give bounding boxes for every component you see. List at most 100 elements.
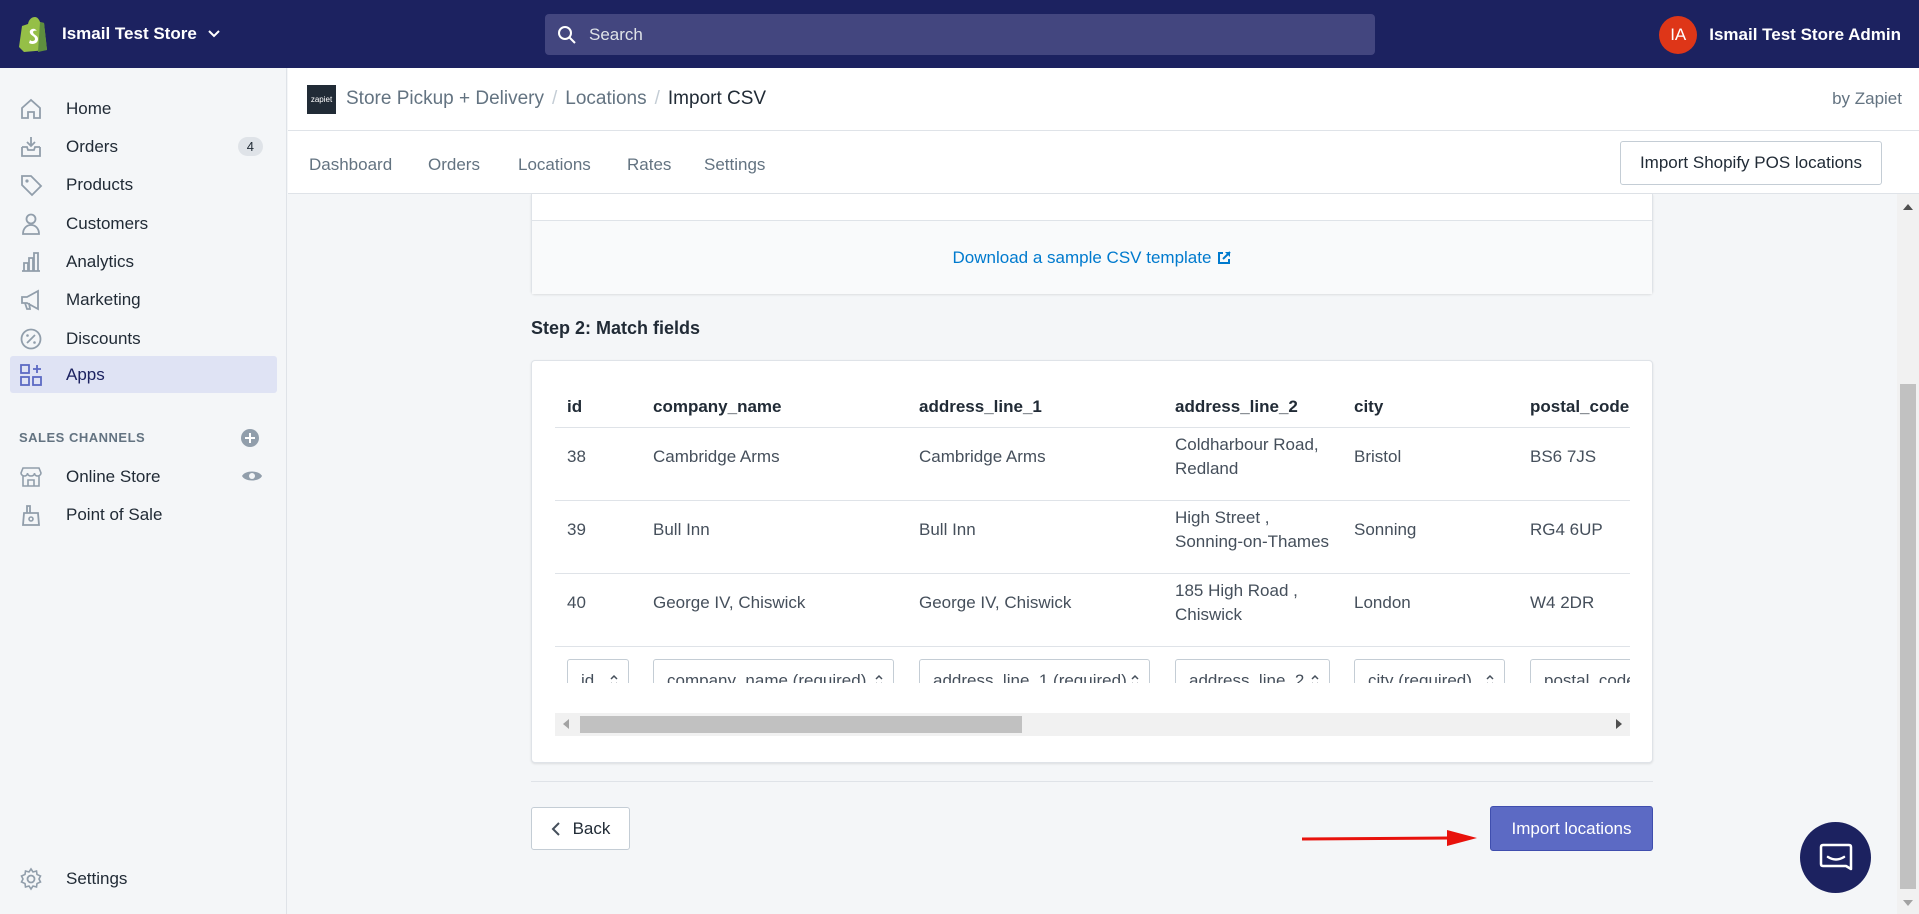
tab-dashboard[interactable]: Dashboard <box>309 155 393 174</box>
import-pos-locations-button[interactable]: Import Shopify POS locations <box>1619 141 1882 185</box>
sidebar-item-label: Analytics <box>66 251 135 271</box>
store-name: Ismail Test Store <box>62 24 197 43</box>
field-select-postal-code[interactable]: postal_code <box>1530 659 1630 683</box>
sidebar-item-label: Orders <box>66 136 118 156</box>
sidebar-item-home[interactable]: Home <box>10 90 277 127</box>
select-arrows-icon <box>1131 674 1139 683</box>
sidebar-item-orders[interactable]: Orders 4 <box>10 128 277 165</box>
column-header: city <box>1354 397 1384 416</box>
avatar: IA <box>1659 16 1698 54</box>
horizontal-scroll-thumb[interactable] <box>580 716 1022 733</box>
chevron-down-icon <box>208 30 220 38</box>
match-fields-card: id company_name address_line_1 address_l… <box>531 360 1653 763</box>
scroll-up-arrow[interactable] <box>1903 204 1913 210</box>
sidebar-item-point-of-sale[interactable]: Point of Sale <box>10 496 277 533</box>
store-icon <box>20 466 42 487</box>
tab-rates[interactable]: Rates <box>627 155 672 174</box>
tab-orders[interactable]: Orders <box>428 155 480 174</box>
field-select-company-name[interactable]: company_name (required) <box>653 659 894 683</box>
breadcrumb-separator: / <box>552 88 558 109</box>
table-cell: Sonning <box>1354 520 1417 539</box>
user-menu[interactable]: IA Ismail Test Store Admin <box>1659 16 1901 54</box>
chat-launcher-button[interactable] <box>1800 822 1871 893</box>
tab-locations[interactable]: Locations <box>518 155 591 174</box>
annotation-arrow-icon <box>1302 830 1477 846</box>
upload-card-footer: Download a sample CSV template <box>532 220 1652 294</box>
pos-icon <box>22 504 40 526</box>
search-placeholder: Search <box>589 24 643 44</box>
table-cell: George IV, Chiswick <box>919 593 1072 612</box>
row-divider <box>555 427 1630 428</box>
breadcrumb-separator: / <box>654 88 660 109</box>
table-cell: High Street , Sonning-on-Thames <box>1175 508 1330 551</box>
table-cell: George IV, Chiswick <box>653 593 806 612</box>
vertical-scroll-thumb[interactable] <box>1900 384 1916 889</box>
sidebar-item-label: Products <box>66 174 134 194</box>
select-value: address_line_2 <box>1189 670 1305 684</box>
field-select-address-line-1[interactable]: address_line_1 (required) <box>919 659 1150 683</box>
page-title: Import CSV <box>667 88 767 109</box>
sidebar-item-customers[interactable]: Customers <box>10 205 277 242</box>
sidebar-item-online-store[interactable]: Online Store <box>10 458 277 495</box>
bar-chart-icon <box>22 251 40 272</box>
sidebar-item-settings[interactable]: Settings <box>10 860 277 897</box>
sidebar-item-apps[interactable]: Apps <box>10 356 277 393</box>
sidebar-item-label: Marketing <box>66 289 141 309</box>
sidebar-item-discounts[interactable]: Discounts <box>10 320 277 357</box>
sidebar-item-label: Discounts <box>66 328 141 348</box>
chat-icon <box>1819 843 1852 870</box>
external-link-icon[interactable] <box>1217 250 1232 265</box>
tab-settings[interactable]: Settings <box>704 155 766 174</box>
search-input[interactable]: Search <box>545 14 1375 55</box>
fields-table: id company_name address_line_1 address_l… <box>555 383 1630 683</box>
table-cell: W4 2DR <box>1530 593 1595 612</box>
field-select-id[interactable]: id <box>567 659 629 683</box>
orders-icon <box>21 136 41 157</box>
app-header: zapiet Store Pickup + Delivery / Locatio… <box>288 68 1919 131</box>
sales-channels-title: SALES CHANNELS <box>19 430 146 445</box>
add-channel-icon[interactable] <box>240 428 260 448</box>
sidebar-item-label: Customers <box>66 213 149 233</box>
orders-count-badge: 4 <box>237 137 263 156</box>
table-cell: 39 <box>567 520 586 539</box>
scroll-left-arrow[interactable] <box>563 719 569 729</box>
sidebar-item-label: Online Store <box>66 466 161 486</box>
table-cell: 40 <box>567 593 586 612</box>
table-cell: RG4 6UP <box>1530 520 1603 539</box>
select-arrows-icon <box>1311 674 1319 683</box>
table-cell: London <box>1354 593 1411 612</box>
scroll-down-arrow[interactable] <box>1903 900 1913 906</box>
eye-icon[interactable] <box>241 468 263 484</box>
sidebar-item-label: Settings <box>66 868 128 888</box>
select-value: id <box>581 670 595 684</box>
horizontal-scrollbar[interactable] <box>555 713 1630 736</box>
download-sample-csv-link[interactable]: Download a sample CSV template <box>952 247 1212 267</box>
field-select-address-line-2[interactable]: address_line_2 <box>1175 659 1330 683</box>
table-cell: Bull Inn <box>653 520 710 539</box>
back-button[interactable]: Back <box>531 807 630 850</box>
megaphone-icon <box>21 288 39 311</box>
column-header: address_line_2 <box>1175 397 1298 416</box>
zapiet-logo: zapiet <box>307 84 336 114</box>
breadcrumb-store-pickup[interactable]: Store Pickup + Delivery <box>346 88 544 109</box>
breadcrumb-locations[interactable]: Locations <box>565 88 647 109</box>
sidebar-item-products[interactable]: Products <box>10 166 277 203</box>
upload-card: Download a sample CSV template <box>531 194 1653 294</box>
select-value: city (required) <box>1368 670 1472 684</box>
app-tab-bar: Dashboard Orders Locations Rates Setting… <box>288 131 1919 194</box>
sidebar-item-marketing[interactable]: Marketing <box>10 281 277 318</box>
import-locations-button[interactable]: Import locations <box>1490 806 1653 851</box>
sidebar-item-analytics[interactable]: Analytics <box>10 243 277 280</box>
sidebar-item-label: Apps <box>66 364 105 384</box>
content-divider <box>531 781 1653 782</box>
apps-icon <box>20 363 42 386</box>
column-header: postal_code <box>1530 397 1630 416</box>
back-label: Back <box>572 818 611 838</box>
table-cell: 185 High Road , Chiswick <box>1175 581 1298 624</box>
scroll-right-arrow[interactable] <box>1616 719 1622 729</box>
vertical-scrollbar[interactable] <box>1897 194 1919 914</box>
field-select-city[interactable]: city (required) <box>1354 659 1505 683</box>
select-value: address_line_1 (required) <box>933 670 1127 684</box>
store-switcher[interactable]: Ismail Test Store <box>18 16 221 52</box>
row-divider <box>555 573 1630 574</box>
